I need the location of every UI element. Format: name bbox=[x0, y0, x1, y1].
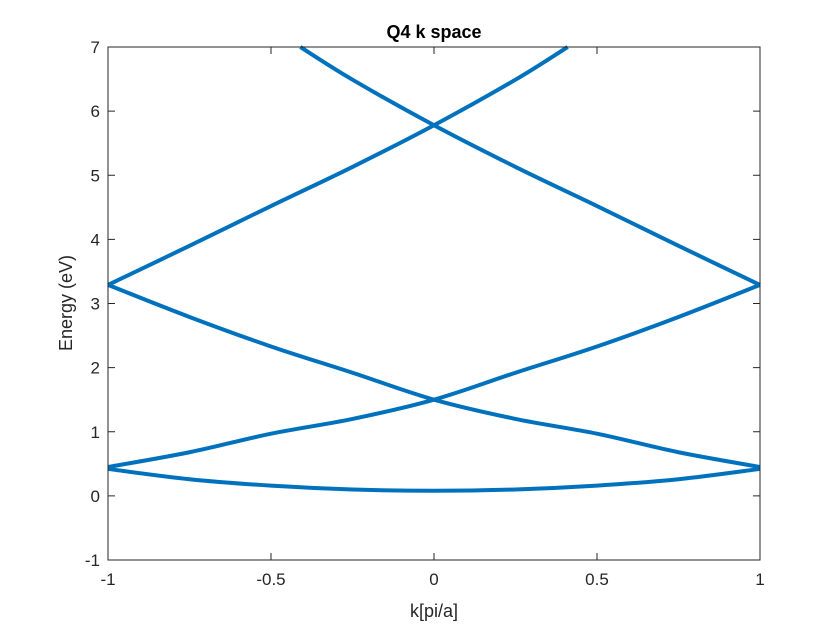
x-tick-label: -0.5 bbox=[256, 570, 285, 589]
y-tick-label: 2 bbox=[91, 359, 100, 378]
y-tick-label: 5 bbox=[91, 166, 100, 185]
y-axis-label: Energy (eV) bbox=[56, 255, 76, 351]
series-line-3 bbox=[107, 283, 761, 469]
y-ticks: -1 0 1 2 3 4 5 6 7 bbox=[85, 38, 760, 570]
series-line-1 bbox=[107, 466, 761, 493]
y-tick-label: 4 bbox=[91, 230, 100, 249]
x-tick-label: 0 bbox=[429, 570, 438, 589]
x-ticks: -1 -0.5 0 0.5 1 bbox=[100, 47, 765, 589]
y-tick-label: 6 bbox=[91, 102, 100, 121]
x-tick-label: -1 bbox=[100, 570, 115, 589]
series-lines bbox=[107, 45, 761, 493]
series-line-5 bbox=[299, 45, 761, 287]
x-tick-label: 0.5 bbox=[585, 570, 609, 589]
plot-background bbox=[108, 47, 760, 560]
x-tick-label: 1 bbox=[755, 570, 764, 589]
y-tick-label: 1 bbox=[91, 423, 100, 442]
x-axis-label: k[pi/a] bbox=[410, 601, 458, 621]
series-line-4 bbox=[107, 45, 569, 287]
y-tick-label: 3 bbox=[91, 295, 100, 314]
y-tick-label: -1 bbox=[85, 551, 100, 570]
y-tick-label: 7 bbox=[91, 38, 100, 57]
y-tick-label: 0 bbox=[91, 487, 100, 506]
chart-title: Q4 k space bbox=[386, 22, 481, 42]
